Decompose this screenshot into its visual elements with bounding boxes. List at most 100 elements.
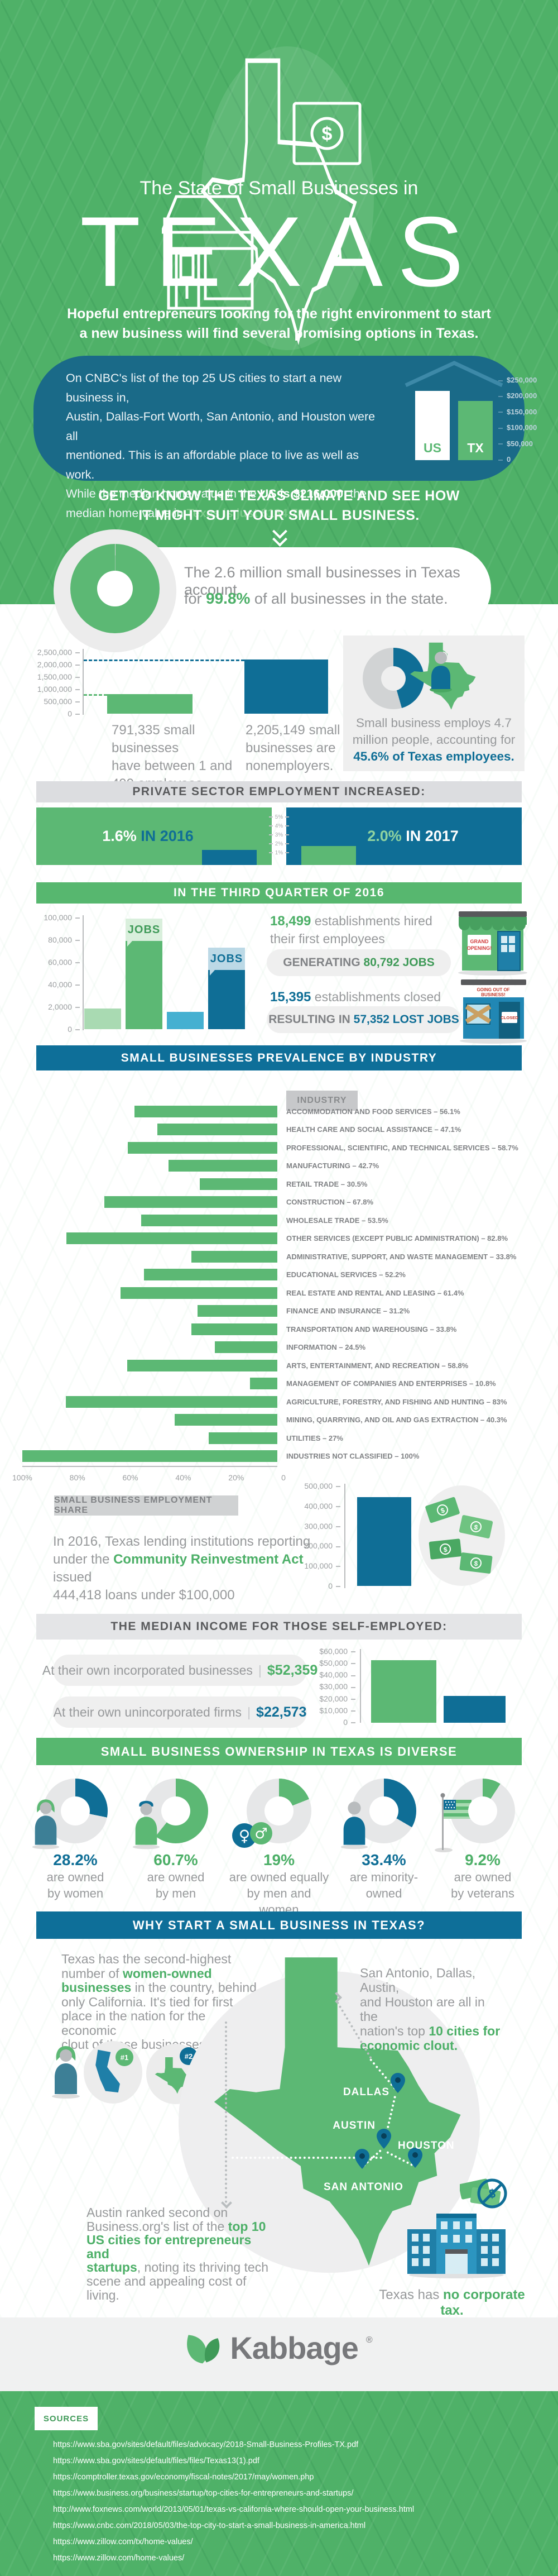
industry-label: PROFESSIONAL, SCIENTIFIC, AND TECHNICAL … <box>286 1143 518 1152</box>
ownership-men: 60.7% are owned by men <box>123 1779 229 1901</box>
house-roof-icon <box>405 361 503 388</box>
austin-callout-line <box>232 2157 382 2159</box>
industry-bar <box>121 1287 277 1299</box>
industry-axis-line <box>22 1466 277 1467</box>
axis-tick: 1,500,000 <box>37 672 80 681</box>
california-badge-circle <box>84 2041 142 2104</box>
q3-axis-line <box>83 915 84 1030</box>
us-home-value-bar <box>415 391 450 460</box>
source-link[interactable]: http://www.foxnews.com/world/2013/05/01/… <box>53 2505 415 2514</box>
hired-text-line2: their first employees <box>270 931 385 946</box>
ownership-veterans: 9.2% are owned by veterans <box>430 1779 536 1901</box>
storefront-icon <box>162 195 254 310</box>
office-building-icon <box>407 2214 506 2278</box>
hero-subtitle-line1: Hopeful entrepreneurs looking for the ri… <box>67 306 491 322</box>
men-ownership-donut <box>132 1779 208 1849</box>
axis-tick: $100,000 <box>498 423 537 432</box>
industry-label: OTHER SERVICES (EXCEPT PUBLIC ADMINISTRA… <box>286 1234 508 1242</box>
cnbc-line1: On CNBC's list of the top 25 US cities t… <box>66 371 342 404</box>
sources-list: https://www.sba.gov/sites/default/files/… <box>53 2437 544 2567</box>
income-axis: $60,000 $50,000 $40,000 $30,000 $20,000 $10,0… <box>308 1647 355 1727</box>
cra-link-text: Community Reinvestment Act <box>113 1552 304 1567</box>
loans-chart <box>346 1486 413 1586</box>
industry-bar <box>144 1269 277 1280</box>
svg-text:$: $ <box>322 123 333 145</box>
austin-callout-vline <box>225 2021 227 2203</box>
industry-label: ADMINISTRATIVE, SUPPORT, AND WASTE MANAG… <box>286 1252 517 1261</box>
axis-tick: $20,000 <box>319 1694 355 1703</box>
tx-bar-label: TX <box>467 441 484 455</box>
axis-tick: 80,000 <box>48 935 80 944</box>
industry-row: RETAIL TRADE – 30.5% <box>0 1178 558 1190</box>
employment-share-label-box: SMALL BUSINESS EMPLOYMENT SHARE <box>54 1495 238 1516</box>
source-link[interactable]: https://www.cnbc.com/2018/05/03/the-top-… <box>53 2521 366 2530</box>
industry-row: MANAGEMENT OF COMPANIES AND ENTERPRISES … <box>0 1378 558 1389</box>
austin-label: AUSTIN <box>333 2120 376 2131</box>
source-link[interactable]: https://www.sba.gov/sites/default/files/… <box>53 2440 359 2449</box>
industry-row: MINING, QUARRYING, AND OIL AND GAS EXTRA… <box>0 1414 558 1426</box>
q3-axis: 100,000 80,000 60,000 40,000 2,0000 0 <box>21 913 80 1034</box>
axis-tick: 2,0000 <box>48 1002 80 1011</box>
axis-tick: 0 <box>281 1473 286 1482</box>
axis-tick: 40% <box>175 1473 191 1482</box>
industry-label: MANAGEMENT OF COMPANIES AND ENTERPRISES … <box>286 1379 496 1388</box>
source-link[interactable]: https://www.sba.gov/sites/default/files/… <box>53 2456 259 2465</box>
industry-row: INFORMATION – 24.5% <box>0 1341 558 1353</box>
industry-label: ACCOMMODATION AND FOOD SERVICES – 56.1% <box>286 1107 460 1116</box>
source-link[interactable]: https://www.zillow.com/tx/home-values/ <box>53 2537 193 2546</box>
small-business-share-donut <box>70 544 160 633</box>
employer-dash-line <box>84 694 107 696</box>
industry-row: INDUSTRIES NOT CLASSIFIED – 100% <box>0 1450 558 1462</box>
industry-bar <box>215 1341 277 1353</box>
source-link[interactable]: https://comptroller.texas.gov/economy/fi… <box>53 2473 314 2482</box>
kabbage-logo: Kabbage ® <box>0 2330 558 2366</box>
employee-person-icon <box>430 650 452 692</box>
pill-text-line2: for 99.8% of all businesses in the state… <box>184 590 448 607</box>
industry-row: WHOLESALE TRADE – 53.5% <box>0 1214 558 1226</box>
industry-label: INFORMATION – 24.5% <box>286 1343 366 1351</box>
industry-bar <box>127 1359 277 1371</box>
industry-bar <box>141 1214 277 1226</box>
industry-label: ARTS, ENTERTAINMENT, AND RECREATION – 58… <box>286 1361 469 1370</box>
business-counts-axis-line <box>83 649 84 715</box>
man-icon <box>132 1800 160 1849</box>
growth-axis: 5% 4% 3% 2% 1% <box>268 813 290 858</box>
closed-establishments-bar <box>167 1012 204 1029</box>
industry-row: ACCOMMODATION AND FOOD SERVICES – 56.1% <box>0 1105 558 1117</box>
industry-label: WHOLESALE TRADE – 53.5% <box>286 1216 388 1225</box>
axis-tick: 4% <box>269 822 289 831</box>
industry-row: OTHER SERVICES (EXCEPT PUBLIC ADMINISTRA… <box>0 1232 558 1244</box>
svg-text:CLOSED: CLOSED <box>501 1015 518 1020</box>
private-sector-banner: PRIVATE SECTOR EMPLOYMENT INCREASED: <box>36 781 522 802</box>
san-antonio-pin-icon <box>355 2149 369 2169</box>
axis-tick: 0 <box>68 709 80 718</box>
industry-label: INDUSTRIES NOT CLASSIFIED – 100% <box>286 1452 420 1460</box>
industry-header-box: INDUSTRY <box>286 1091 358 1111</box>
industry-label: MANUFACTURING – 42.7% <box>286 1162 379 1170</box>
industry-label: FINANCE AND INSURANCE – 31.2% <box>286 1307 410 1315</box>
dallas-label: DALLAS <box>343 2086 389 2098</box>
veteran-ownership-donut <box>435 1779 515 1852</box>
axis-tick: 40,000 <box>48 980 80 989</box>
hired-text-line1: 18,499 establishments hired <box>270 914 432 929</box>
axis-tick: 2,500,000 <box>37 648 80 657</box>
cnbc-line4: While the median home value in the US is… <box>66 487 367 500</box>
svg-text:GOING OUT OF: GOING OUT OF <box>477 987 509 992</box>
businesswoman-icon <box>52 2046 80 2099</box>
axis-tick: $10,000 <box>319 1706 355 1715</box>
svg-text:$: $ <box>473 1523 479 1531</box>
generating-jobs-pill: GENERATING 80,792 JOBS <box>267 949 451 976</box>
industry-axis-ticks: 100% 80% 60% 40% 20% 0 <box>12 1473 286 1482</box>
industry-label: EDUCATIONAL SERVICES – 52.2% <box>286 1270 406 1279</box>
ownership-banner: SMALL BUSINESS OWNERSHIP IN TEXAS IS DIV… <box>36 1738 522 1765</box>
austin-text: Austin ranked second on Business.org's l… <box>86 2205 268 2302</box>
source-link[interactable]: https://www.zillow.com/home-values/ <box>53 2554 185 2563</box>
footer-band <box>0 2317 558 2391</box>
industry-row: PROFESSIONAL, SCIENTIFIC, AND TECHNICAL … <box>0 1141 558 1154</box>
source-link[interactable]: https://www.business.org/business/startu… <box>53 2489 354 2498</box>
home-value-chart: US TX <box>415 380 497 460</box>
going-out-of-business-store-icon: GOING OUT OF BUSINESS! CLOSED <box>460 979 527 1044</box>
axis-tick: 300,000 <box>304 1522 340 1531</box>
industry-label: UTILITIES – 27% <box>286 1433 343 1442</box>
industry-label: HEALTH CARE AND SOCIAL ASSISTANCE – 47.1… <box>286 1125 461 1134</box>
